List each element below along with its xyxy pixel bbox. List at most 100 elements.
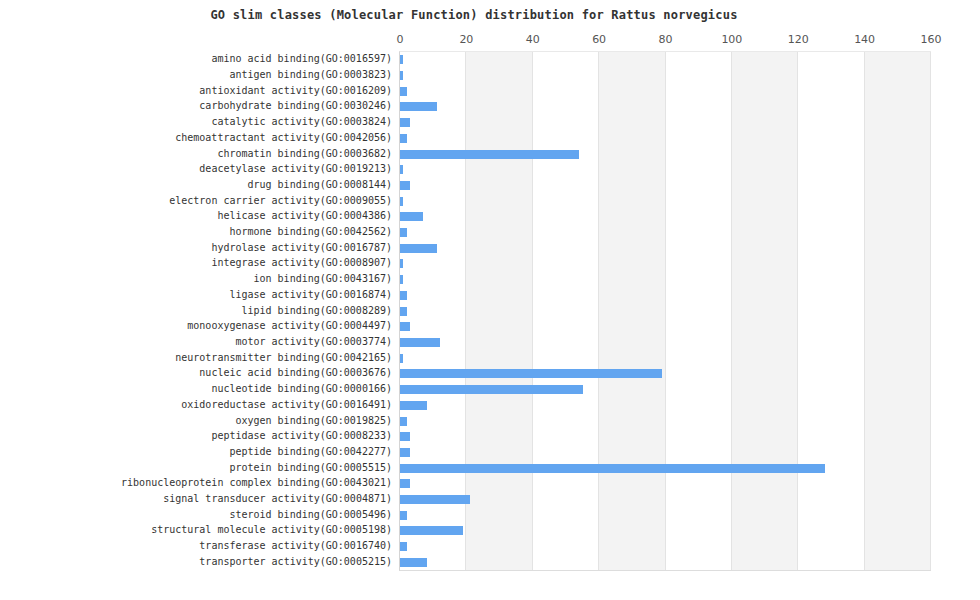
- bar-row: [400, 162, 931, 178]
- bar: [400, 401, 427, 410]
- bar-row: [400, 146, 931, 162]
- bar-row: [400, 397, 931, 413]
- bar-row: [400, 131, 931, 147]
- bar: [400, 354, 403, 363]
- y-axis-category-labels: amino acid binding(GO:0016597)antigen bi…: [0, 51, 392, 569]
- category-label: drug binding(GO:0008144): [0, 177, 392, 193]
- category-label: chemoattractant activity(GO:0042056): [0, 130, 392, 146]
- category-label: helicase activity(GO:0004386): [0, 208, 392, 224]
- category-label: protein binding(GO:0005515): [0, 459, 392, 475]
- bar: [400, 244, 437, 253]
- x-tick-label: 80: [659, 33, 673, 46]
- bar-row: [400, 193, 931, 209]
- bar: [400, 87, 407, 96]
- category-label: deacetylase activity(GO:0019213): [0, 161, 392, 177]
- bar-row: [400, 115, 931, 131]
- bar: [400, 432, 410, 441]
- bar-row: [400, 68, 931, 84]
- category-label: integrase activity(GO:0008907): [0, 255, 392, 271]
- bar-row: [400, 445, 931, 461]
- bar: [400, 228, 407, 237]
- bar-row: [400, 99, 931, 115]
- category-label: electron carrier activity(GO:0009055): [0, 192, 392, 208]
- bar: [400, 338, 440, 347]
- bar: [400, 307, 407, 316]
- category-label: antioxidant activity(GO:0016209): [0, 82, 392, 98]
- bar: [400, 558, 427, 567]
- bar: [400, 150, 579, 159]
- bar: [400, 511, 407, 520]
- bar: [400, 55, 403, 64]
- bar-row: [400, 429, 931, 445]
- bar-row: [400, 382, 931, 398]
- bar-row: [400, 523, 931, 539]
- bar: [400, 212, 423, 221]
- category-label: steroid binding(GO:0005496): [0, 506, 392, 522]
- category-label: amino acid binding(GO:0016597): [0, 51, 392, 67]
- category-label: carbohydrate binding(GO:0030246): [0, 98, 392, 114]
- category-label: peptide binding(GO:0042277): [0, 444, 392, 460]
- chart-title: GO slim classes (Molecular Function) dis…: [0, 8, 948, 22]
- bar-row: [400, 335, 931, 351]
- bar-row: [400, 539, 931, 555]
- bar-row: [400, 507, 931, 523]
- bar-row: [400, 476, 931, 492]
- category-label: transferase activity(GO:0016740): [0, 538, 392, 554]
- category-label: oxidoreductase activity(GO:0016491): [0, 396, 392, 412]
- bar-row: [400, 288, 931, 304]
- bar: [400, 275, 403, 284]
- x-tick-label: 140: [854, 33, 875, 46]
- bar: [400, 118, 410, 127]
- bar: [400, 71, 403, 80]
- bar-row: [400, 413, 931, 429]
- category-label: ligase activity(GO:0016874): [0, 287, 392, 303]
- bar: [400, 102, 437, 111]
- bar: [400, 417, 407, 426]
- bar-row: [400, 366, 931, 382]
- bar: [400, 385, 583, 394]
- category-label: motor activity(GO:0003774): [0, 334, 392, 350]
- category-label: ribonucleoprotein complex binding(GO:004…: [0, 475, 392, 491]
- bar: [400, 526, 463, 535]
- bar: [400, 322, 410, 331]
- category-label: signal transducer activity(GO:0004871): [0, 491, 392, 507]
- bar: [400, 259, 403, 268]
- bar-row: [400, 83, 931, 99]
- plot-area: [399, 51, 931, 571]
- x-tick-label: 60: [592, 33, 606, 46]
- x-tick-label: 0: [397, 33, 404, 46]
- bar-row: [400, 319, 931, 335]
- category-label: nucleotide binding(GO:0000166): [0, 381, 392, 397]
- category-label: catalytic activity(GO:0003824): [0, 114, 392, 130]
- category-label: lipid binding(GO:0008289): [0, 302, 392, 318]
- x-tick-label: 120: [788, 33, 809, 46]
- bar: [400, 165, 403, 174]
- x-tick-label: 100: [721, 33, 742, 46]
- bar-row: [400, 492, 931, 508]
- bar: [400, 495, 470, 504]
- bar: [400, 542, 407, 551]
- x-tick-label: 160: [921, 33, 942, 46]
- x-tick-label: 20: [459, 33, 473, 46]
- category-label: transporter activity(GO:0005215): [0, 554, 392, 570]
- bar-row: [400, 350, 931, 366]
- category-label: antigen binding(GO:0003823): [0, 67, 392, 83]
- category-label: neurotransmitter binding(GO:0042165): [0, 349, 392, 365]
- category-label: oxygen binding(GO:0019825): [0, 412, 392, 428]
- bar-row: [400, 209, 931, 225]
- category-label: hydrolase activity(GO:0016787): [0, 239, 392, 255]
- bar: [400, 197, 403, 206]
- bar-row: [400, 225, 931, 241]
- bar: [400, 181, 410, 190]
- category-label: chromatin binding(GO:0003682): [0, 145, 392, 161]
- category-label: structural molecule activity(GO:0005198): [0, 522, 392, 538]
- bar-row: [400, 555, 931, 571]
- bar: [400, 464, 825, 473]
- bar-row: [400, 272, 931, 288]
- bar-row: [400, 52, 931, 68]
- bar: [400, 369, 662, 378]
- bar-row: [400, 460, 931, 476]
- category-label: ion binding(GO:0043167): [0, 271, 392, 287]
- category-label: nucleic acid binding(GO:0003676): [0, 365, 392, 381]
- bar: [400, 134, 407, 143]
